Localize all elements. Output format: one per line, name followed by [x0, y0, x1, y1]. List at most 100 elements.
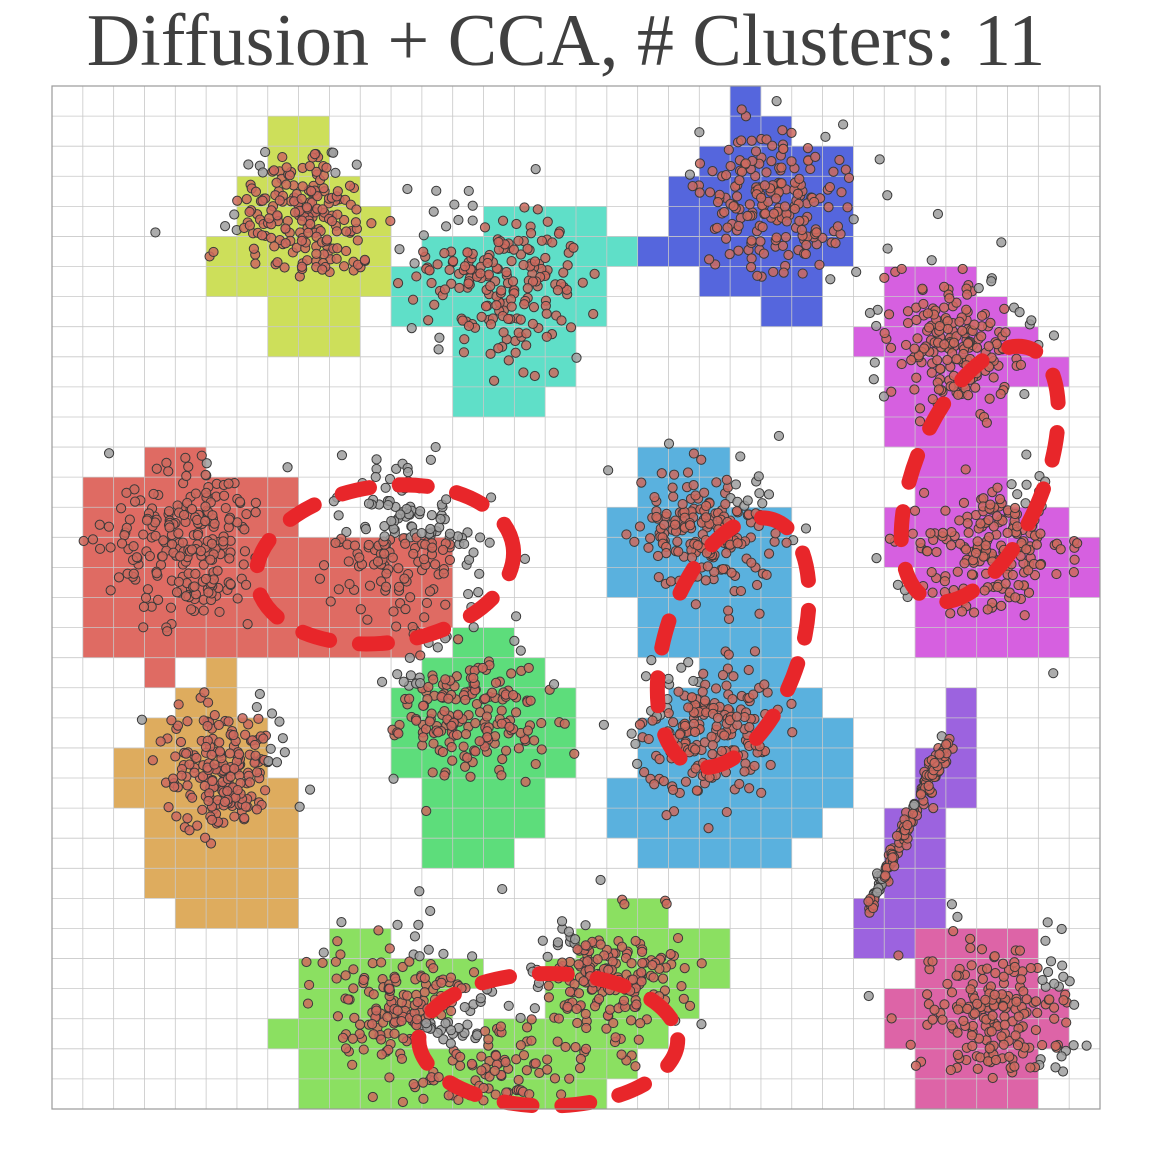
data-point [656, 468, 667, 479]
cluster-cell [267, 326, 299, 357]
data-point [405, 670, 416, 681]
data-point [445, 1025, 457, 1036]
data-point [363, 539, 374, 551]
data-point [510, 707, 522, 718]
data-point [1037, 974, 1048, 986]
data-point [768, 266, 779, 278]
data-point [712, 515, 723, 527]
cluster-cell [298, 116, 330, 147]
data-point [445, 1005, 457, 1017]
data-point [637, 957, 648, 969]
data-point [358, 1044, 369, 1055]
data-point [237, 713, 248, 724]
cluster-cell [206, 868, 237, 899]
data-point [519, 553, 531, 564]
cluster-cell [915, 838, 946, 869]
data-point [910, 1060, 922, 1071]
data-point [433, 1072, 444, 1083]
data-point [1025, 1062, 1036, 1073]
data-point [560, 1041, 571, 1053]
data-point [832, 221, 844, 232]
data-point [458, 347, 470, 358]
data-point [304, 784, 316, 795]
data-point [451, 729, 463, 740]
data-point [229, 811, 240, 822]
data-point [314, 573, 326, 584]
data-point [728, 201, 739, 212]
data-point [440, 1018, 451, 1029]
data-point [279, 262, 290, 273]
data-point [390, 973, 401, 984]
cluster-cell [82, 597, 114, 628]
data-point [157, 551, 168, 562]
data-point [468, 547, 479, 558]
data-point [407, 294, 419, 305]
data-point [202, 720, 213, 732]
data-point [427, 767, 438, 778]
data-point [914, 416, 926, 427]
data-point [690, 763, 701, 774]
data-point [182, 780, 193, 791]
data-point [311, 248, 322, 259]
data-point [956, 606, 968, 617]
data-point [580, 920, 591, 931]
cluster-cell [82, 627, 114, 658]
cluster-cell [637, 236, 669, 267]
data-point [384, 943, 395, 954]
data-point [249, 739, 261, 751]
data-point [851, 266, 862, 278]
data-point [979, 585, 990, 596]
data-point [503, 355, 514, 366]
data-point [721, 680, 732, 691]
data-point [330, 167, 341, 178]
data-point [411, 1014, 423, 1025]
data-point [493, 236, 504, 248]
data-point [946, 987, 958, 998]
data-point [563, 926, 574, 937]
data-point [199, 687, 210, 698]
data-point [523, 662, 534, 674]
data-point [305, 218, 316, 230]
data-point [1058, 971, 1069, 982]
cluster-cell [791, 808, 823, 839]
data-point [203, 795, 214, 807]
data-point [423, 681, 434, 693]
data-point [690, 599, 701, 610]
data-point [340, 245, 352, 257]
data-point [668, 717, 679, 728]
cluster-red [82, 447, 453, 688]
data-point [367, 958, 378, 969]
data-point [634, 521, 646, 532]
cluster-cell [822, 717, 854, 748]
data-point [727, 694, 738, 705]
data-point [661, 810, 672, 821]
data-point [778, 143, 789, 154]
data-point [439, 284, 451, 295]
data-point [751, 579, 763, 591]
data-point [694, 187, 705, 198]
data-point [490, 1089, 501, 1100]
cluster-cell [236, 627, 268, 658]
data-point [513, 235, 524, 246]
data-point [376, 1049, 387, 1060]
data-point [396, 1053, 408, 1064]
data-point [78, 535, 89, 547]
data-point [524, 1089, 535, 1100]
data-point [952, 1027, 963, 1038]
data-point [556, 1089, 567, 1100]
cluster-cell [298, 567, 330, 598]
data-point [706, 731, 717, 742]
data-point [933, 384, 944, 395]
data-point [513, 743, 524, 754]
data-point [466, 1058, 478, 1069]
data-point [1021, 544, 1032, 555]
data-point [444, 554, 456, 566]
data-point [891, 830, 903, 842]
cluster-cell [298, 326, 330, 357]
data-point [763, 489, 775, 500]
data-point [962, 338, 974, 349]
data-point [189, 581, 200, 592]
data-point [987, 1010, 998, 1021]
data-point [405, 592, 416, 603]
data-point [161, 457, 172, 468]
